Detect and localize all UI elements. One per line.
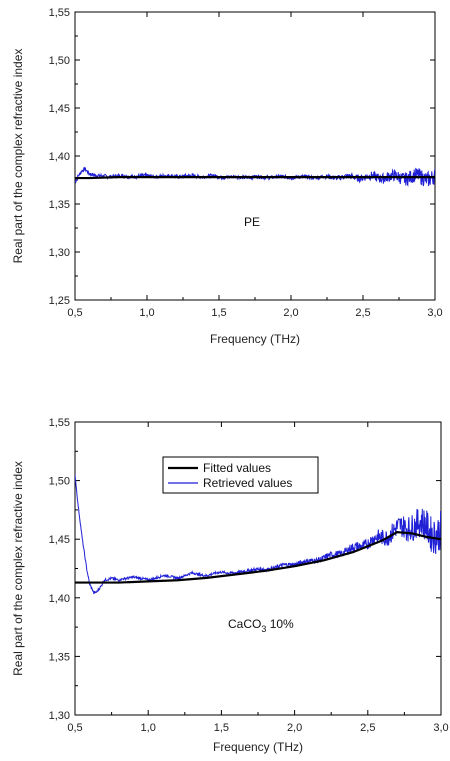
y-tick-label: 1,55: [49, 7, 70, 19]
retrieved-series-line: [75, 473, 441, 595]
x-tick-label: 1,0: [139, 307, 154, 319]
sample-annotation: CaCO3 10%: [228, 617, 294, 634]
y-tick-label: 1,30: [49, 247, 70, 259]
caco3-chart: 0,5 1,0 1,5 2,0 2,5 3,0 1,30 1,35 1,40 1,45 1,50 1,…: [11, 417, 449, 754]
y-tick-label: 1,25: [49, 295, 70, 307]
y-tick-label: 1,50: [49, 476, 70, 488]
x-tick-label: 2,5: [360, 722, 375, 734]
annotation-main: CaCO: [228, 617, 261, 631]
y-axis-label: Real part of the complex refractive inde…: [11, 49, 25, 264]
y-tick-label: 1,45: [49, 534, 70, 546]
y-tick-label: 1,40: [49, 151, 70, 163]
x-tick-label: 2,0: [287, 722, 302, 734]
x-axis-label: Frequency (THz): [213, 740, 303, 754]
y-axis-label: Real part of the complex refractive inde…: [11, 461, 25, 676]
y-tick-label: 1,40: [49, 593, 70, 605]
legend-box: [162, 456, 319, 494]
legend-label-retrieved: Retrieved values: [203, 476, 292, 490]
x-axis-label: Frequency (THz): [210, 332, 300, 346]
x-tick-label: 3,0: [427, 307, 442, 319]
sample-annotation: PE: [244, 215, 260, 229]
y-tick-label: 1,45: [49, 103, 70, 115]
annotation-subscript: 3: [261, 624, 266, 634]
pe-chart: 0,5 1,0 1,5 2,0 2,5 3,0 1,25 1,30 1,35 1,40 1,45 1,…: [11, 7, 443, 346]
x-tick-label: 2,0: [283, 307, 298, 319]
plot-frame: [74, 11, 436, 301]
x-tick-label: 2,5: [355, 307, 370, 319]
y-tick-label: 1,50: [49, 55, 70, 67]
x-tick-label: 1,5: [211, 307, 226, 319]
y-tick-label: 1,35: [49, 199, 70, 211]
x-tick-label: 1,0: [141, 722, 156, 734]
fitted-series-line: [75, 176, 435, 180]
fitted-series-line: [75, 531, 441, 584]
x-tick-label: 0,5: [67, 307, 82, 319]
annotation-tail: 10%: [266, 617, 294, 631]
legend-label-fitted: Fitted values: [203, 461, 271, 475]
x-tick-label: 0,5: [67, 722, 82, 734]
x-tick-label: 1,5: [214, 722, 229, 734]
y-tick-label: 1,55: [49, 417, 70, 429]
y-tick-label: 1,35: [49, 651, 70, 663]
y-tick-label: 1,30: [49, 710, 70, 722]
x-tick-label: 3,0: [433, 722, 448, 734]
